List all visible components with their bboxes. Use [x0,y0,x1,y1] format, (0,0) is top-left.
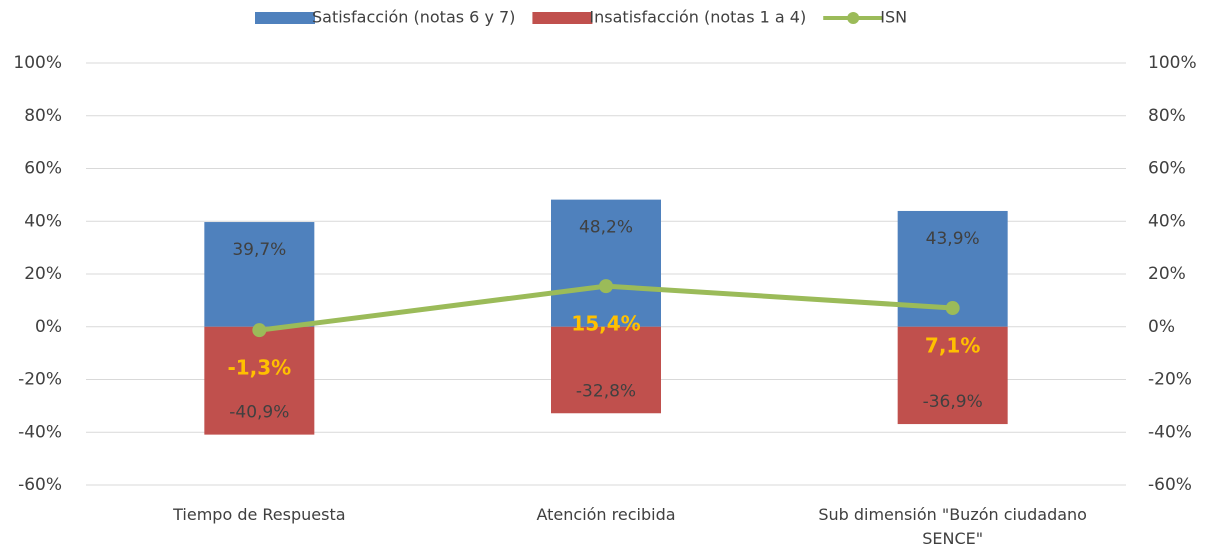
y-tick-label: -20% [18,370,62,390]
y2-tick-label: 0% [1148,317,1175,337]
y-tick-label: 80% [24,106,62,126]
line-marker [599,279,613,294]
data-label: 7,1% [925,334,980,358]
line-marker [945,301,960,316]
legend-label: Insatisfacción (notas 1 a 4) [589,8,806,27]
data-label: 39,7% [232,240,286,260]
line-marker [252,323,267,338]
data-label: -32,8% [576,381,636,401]
data-label: 48,2% [579,218,633,238]
y2-tick-label: 100% [1148,53,1197,73]
y-tick-label: -40% [18,422,62,442]
x-tick-label: Tiempo de Respuesta [173,505,346,524]
y-tick-label: 100% [13,53,62,73]
y-tick-label: -60% [18,475,62,495]
y2-tick-label: 40% [1148,211,1186,231]
data-label: -1,3% [227,356,291,380]
y2-tick-label: -20% [1148,370,1192,390]
y-tick-label: 60% [24,159,62,179]
x-tick-label: Sub dimensión "Buzón ciudadano SENCE" [818,505,1087,548]
y-tick-label: 20% [24,264,62,284]
data-label: -40,9% [229,403,289,423]
y2-tick-label: 80% [1148,106,1186,126]
data-label: 43,9% [926,229,980,249]
bar [551,199,661,327]
legend-swatch [255,12,315,24]
legend-swatch [847,12,860,24]
legend-swatch [532,12,593,24]
bar [204,222,315,327]
y2-tick-label: -40% [1148,422,1192,442]
y2-tick-label: 60% [1148,159,1186,179]
y-tick-label: 40% [24,211,62,231]
y2-tick-label: 20% [1148,264,1186,284]
x-tick-label: Atención recibida [536,505,676,524]
legend-label: Satisfacción (notas 6 y 7) [312,8,515,27]
data-label: -36,9% [923,392,983,412]
bar [204,326,315,435]
data-label: 15,4% [571,312,640,336]
y-tick-label: 0% [35,317,62,337]
legend-label: ISN [880,8,907,27]
bar [897,326,1008,425]
y2-tick-label: -60% [1148,475,1192,495]
bar [551,326,661,414]
